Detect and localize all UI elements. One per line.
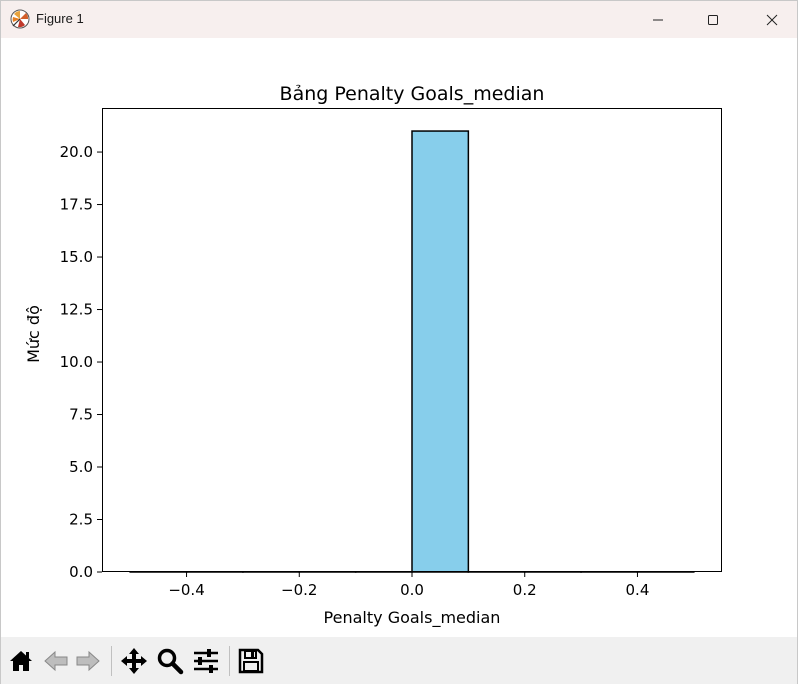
toolbar-separator [111,646,112,676]
y-ticks-group: 0.0 2.5 5.0 7.5 10.0 12.5 15.0 17.5 20.0 [60,143,102,581]
bars-group [129,130,695,573]
x-axis-label: Penalty Goals_median [324,608,501,628]
y-tick-label: 15.0 [60,248,93,266]
y-tick-label: 10.0 [60,353,93,371]
minimize-icon [653,19,663,20]
x-tick-label: 0.2 [513,581,537,599]
y-tick-label: 17.5 [60,196,93,214]
plot-area-frame [102,108,722,572]
window-title: Figure 1 [36,11,84,26]
x-tick-label: 0.4 [626,581,650,599]
save-button[interactable] [236,646,266,676]
title-bar[interactable]: Figure 1 [1,1,797,38]
x-tick-label: −0.4 [168,581,204,599]
minimize-button[interactable] [635,1,681,38]
y-tick-label: 2.5 [69,511,93,529]
x-tick-label: −0.2 [281,581,317,599]
home-icon [10,651,32,671]
y-tick-label: 12.5 [60,301,93,319]
maximize-icon [708,14,718,25]
back-button[interactable] [41,646,71,676]
matplotlib-app-icon [10,9,30,29]
histogram-bar [411,130,470,573]
toolbar-separator [229,646,230,676]
chart-title: Bảng Penalty Goals_median [280,83,545,105]
y-tick-label: 20.0 [60,143,93,161]
zoom-button[interactable] [155,646,185,676]
figure-canvas: Bảng Penalty Goals_median Penalty Goals_… [1,38,797,636]
x-ticks-group: −0.4 −0.2 0.0 0.2 0.4 [168,572,649,599]
configure-subplots-button[interactable] [191,646,221,676]
y-tick-label: 5.0 [69,458,93,476]
zoom-icon [157,648,184,675]
pan-icon [121,648,147,674]
home-button[interactable] [6,646,36,676]
close-icon [766,14,778,25]
close-button[interactable] [749,1,795,38]
y-tick-label: 0.0 [69,563,93,581]
forward-button[interactable] [73,646,103,676]
forward-icon [76,650,100,672]
back-icon [44,650,68,672]
navigation-toolbar [1,637,797,684]
x-tick-label: 0.0 [400,581,424,599]
maximize-button[interactable] [690,1,736,38]
configure-subplots-icon [194,649,218,673]
histogram-chart: Bảng Penalty Goals_median Penalty Goals_… [24,83,722,628]
pan-button[interactable] [119,646,149,676]
y-tick-label: 7.5 [69,406,93,424]
y-axis-label: Mức độ [24,305,43,363]
save-icon [238,648,264,674]
